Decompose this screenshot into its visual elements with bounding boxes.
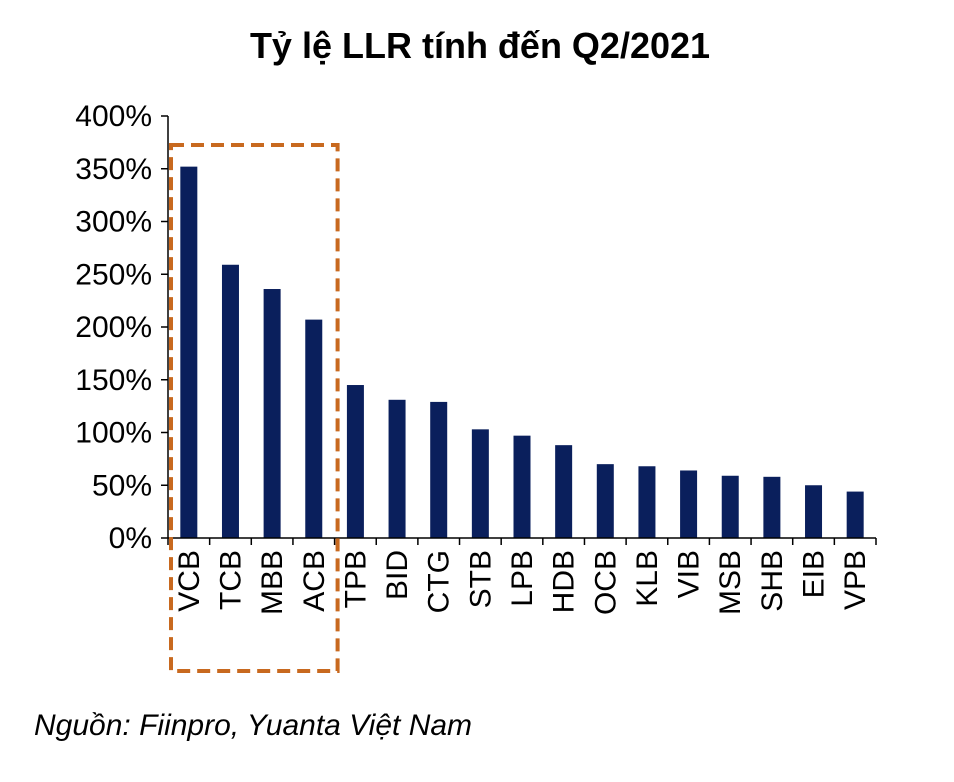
bars [180,166,864,538]
bar-vib [680,470,698,538]
x-tick-label: KLB [631,550,664,607]
x-tick-label: VPB [839,550,872,610]
x-tick-label: TCB [214,550,247,610]
bar-tpb [346,385,364,538]
x-axis: VCB TCB MBB ACB TPB BID CTG STB LPB HDB OCB KLB VIB M… [167,537,877,615]
x-tick-label: LPB [506,550,539,607]
y-tick-label: 0% [109,522,152,555]
y-tick-label: 350% [75,153,152,186]
x-tick-label: BID [381,550,414,600]
y-tick-label: 100% [75,417,152,450]
y-tick-label: 400% [75,100,152,133]
x-tick-label: HDB [548,550,581,613]
highlight-box [169,143,340,673]
bar-vpb [846,491,864,538]
bar-acb [305,319,323,538]
x-tick-label: SHB [756,550,789,612]
bar-tcb [221,264,239,538]
y-tick-label: 50% [92,469,152,502]
bar-ocb [596,464,614,538]
y-axis: 0% 50% 100% 150% 200% 250% 300% 350% 400% [75,100,169,555]
x-tick-label: MSB [714,550,747,615]
x-tick-label: VCB [173,550,206,612]
x-tick-label: OCB [589,550,622,615]
x-tick-label: STB [464,550,497,608]
y-tick-label: 300% [75,206,152,239]
x-tick-label: TPB [339,550,372,608]
x-tick-label: CTG [423,550,456,613]
bar-eib [805,485,823,538]
bar-klb [638,466,656,538]
bar-msb [721,475,739,538]
bar-hdb [555,445,573,538]
bar-ctg [430,401,448,538]
x-tick-label: ACB [298,550,331,612]
bar-shb [763,476,781,538]
y-tick-label: 200% [75,311,152,344]
bar-bid [388,399,406,538]
x-tick-label: VIB [673,550,706,598]
bar-mbb [263,289,281,538]
bar-vcb [180,166,198,538]
x-tick-label: MBB [256,550,289,615]
bar-stb [471,429,489,538]
x-tick-label: EIB [798,550,831,598]
source-note: Nguồn: Fiinpro, Yuanta Việt Nam [34,709,472,742]
y-tick-label: 250% [75,258,152,291]
bar-lpb [513,435,531,538]
chart-title: Tỷ lệ LLR tính đến Q2/2021 [250,25,710,66]
y-tick-label: 150% [75,364,152,397]
